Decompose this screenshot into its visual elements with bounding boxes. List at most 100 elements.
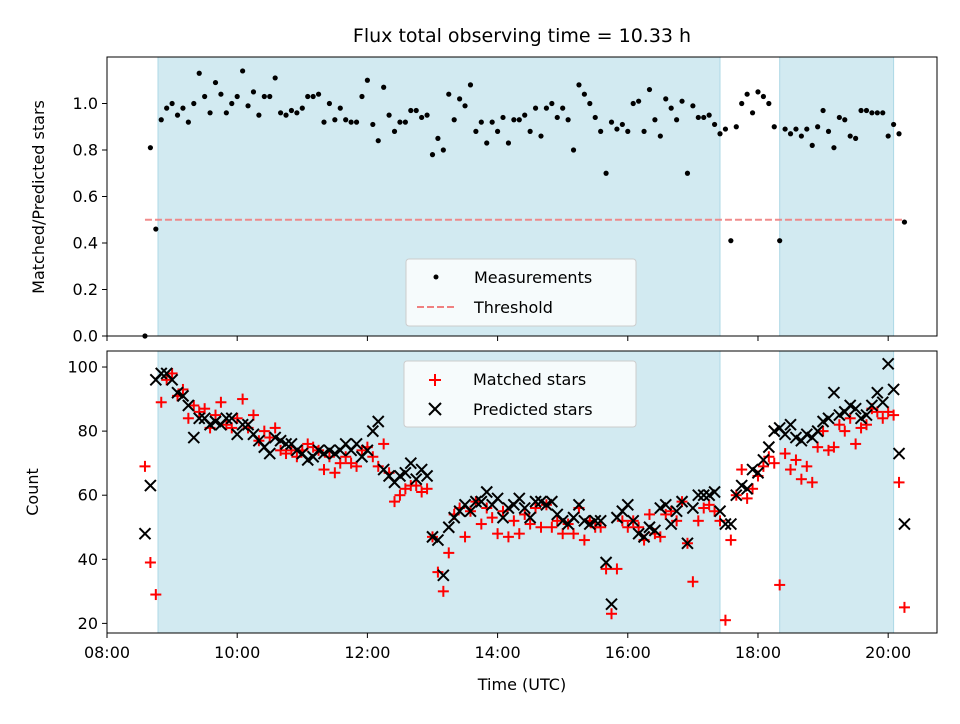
measurement-point (337, 105, 343, 111)
measurement-point (668, 105, 674, 111)
measurements-series (142, 68, 908, 339)
matched-star-point (264, 432, 276, 444)
matched-star-point (188, 399, 200, 411)
matched-star-point (898, 601, 910, 613)
matched-star-point (155, 396, 167, 408)
top-panel: 0.0 0.2 0.4 0.6 0.8 1.0 Matched/Predicted sta… (29, 56, 938, 346)
legend-matched-marker (429, 374, 441, 386)
matched-star-point (654, 531, 666, 543)
predicted-star-point (442, 521, 455, 534)
bottom-y-axis-label: Count (23, 468, 42, 516)
matched-star-point (833, 419, 845, 431)
predicted-star-point (399, 466, 412, 479)
predicted-star-point (589, 514, 602, 528)
measurement-point (391, 128, 398, 134)
predicted-star-point (241, 418, 255, 431)
measurement-point (332, 117, 338, 123)
top-legend-box (405, 258, 637, 327)
bottom-x-tick-label: 08:00 (84, 643, 130, 662)
measurement-point (880, 110, 886, 116)
measurement-point (386, 112, 392, 118)
predicted-star-point (881, 357, 895, 371)
measurement-point (619, 121, 625, 128)
measurement-point (896, 131, 902, 137)
measurement-point (348, 119, 354, 125)
predicted-star-point (675, 495, 689, 508)
matched-star-point (432, 566, 444, 578)
matched-star-point (665, 505, 677, 517)
predicted-star-point (361, 444, 374, 457)
predicted-star-point (518, 501, 531, 515)
matched-star-point (367, 451, 379, 463)
top-y-tick-label: 0.0 (73, 327, 98, 346)
matched-star-point (166, 367, 178, 379)
predicted-star-point (757, 453, 770, 467)
predicted-star-point (350, 437, 363, 451)
matched-star-point (551, 515, 563, 527)
measurement-point (212, 79, 219, 86)
matched-star-point (291, 451, 303, 463)
matched-star-point (161, 374, 173, 386)
matched-star-point (850, 438, 862, 450)
measurement-point (695, 114, 701, 121)
measurement-point (690, 103, 696, 109)
matched-star-point (351, 460, 363, 472)
predicted-star-point (366, 424, 380, 438)
measurement-point (397, 119, 403, 125)
measurement-point (375, 138, 381, 144)
measurement-point (630, 100, 636, 107)
measurement-point (527, 128, 533, 134)
measurement-point (836, 114, 842, 121)
predicted-star-point (876, 396, 889, 409)
top-x-ticks (106, 336, 889, 341)
measurement-point (858, 107, 864, 114)
measurement-point (771, 124, 777, 130)
bottom-y-tick-label: 40 (78, 550, 98, 569)
measurement-point (636, 98, 642, 104)
measurement-point (223, 110, 229, 116)
measurement-point (869, 110, 875, 116)
top-y-tick-label: 1.0 (73, 94, 98, 113)
matched-star-point (226, 422, 238, 434)
measurement-point (798, 133, 804, 139)
predicted-star-point (627, 514, 640, 528)
matched-star-point (888, 409, 900, 421)
matched-star-point (692, 515, 704, 527)
matched-star-point (719, 614, 731, 626)
matched-star-point (334, 457, 346, 469)
top-y-tick-label: 0.4 (73, 234, 98, 253)
matched-star-point (209, 409, 221, 421)
matched-star-point (378, 438, 390, 450)
measurement-point (847, 133, 853, 139)
matched-star-point (703, 499, 715, 511)
predicted-star-point (871, 386, 884, 399)
matched-star-point (606, 608, 618, 620)
matched-star-point (421, 483, 433, 495)
matched-star-point (199, 403, 211, 415)
predicted-star-point (437, 569, 450, 582)
matched-star-point (790, 454, 802, 466)
measurement-point (505, 140, 512, 146)
matched-star-point (481, 502, 493, 514)
measurement-point (722, 126, 729, 132)
legend-measurements-marker (433, 274, 439, 280)
measurement-point (419, 114, 425, 121)
measurement-point (581, 91, 587, 97)
matched-star-point (513, 528, 525, 540)
matched-star-point (508, 515, 520, 527)
bottom-legend-box (403, 360, 637, 428)
legend-predicted-marker (428, 402, 442, 416)
bottom-x-tick-label: 20:00 (865, 643, 911, 662)
measurement-point (863, 107, 870, 114)
predicted-stars-series (138, 357, 911, 611)
matched-star-point (568, 528, 580, 540)
predicted-star-point (887, 383, 900, 396)
matched-star-point (340, 451, 352, 463)
measurement-point (294, 110, 300, 116)
top-shaded-span-1 (779, 56, 895, 337)
predicted-star-point (778, 428, 792, 441)
measurement-point (261, 93, 267, 100)
measurement-point (652, 117, 658, 123)
measurement-point (679, 98, 685, 104)
measurement-point (185, 119, 191, 125)
